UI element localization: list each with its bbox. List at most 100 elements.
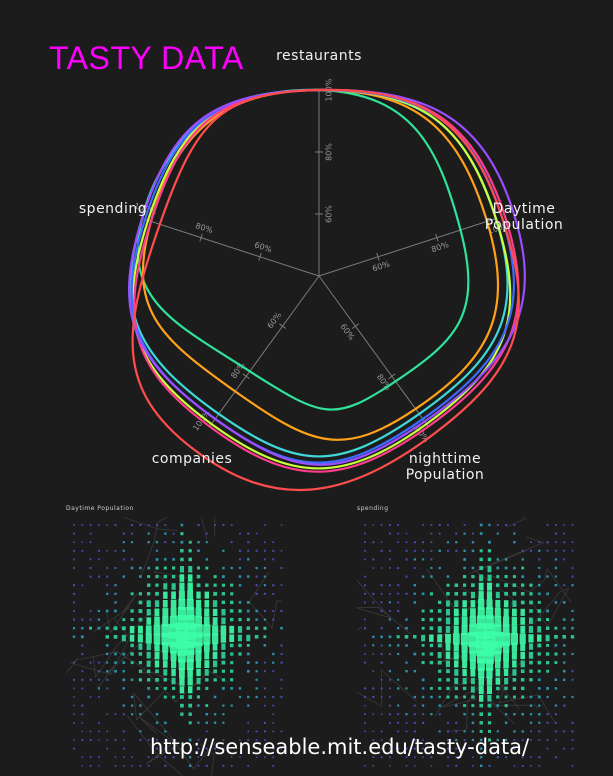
map-cell — [139, 739, 142, 741]
map-cell — [397, 678, 400, 681]
map-cell — [505, 756, 508, 759]
map-cell — [264, 747, 266, 750]
map-cell — [272, 747, 275, 750]
map-cell — [205, 532, 208, 535]
map-cell — [162, 608, 169, 618]
map-cell — [280, 626, 283, 630]
map-cell — [413, 635, 417, 639]
map-cell — [81, 627, 84, 630]
map-cell — [81, 756, 84, 758]
map-cell — [122, 747, 125, 750]
map-cell — [73, 549, 75, 552]
map-cell — [487, 703, 492, 708]
map-cell — [98, 549, 100, 552]
map-cell — [405, 765, 408, 767]
map-cell — [469, 641, 477, 654]
map-cell — [171, 668, 176, 677]
map-cell — [372, 524, 374, 526]
map-cell — [147, 541, 150, 544]
map-cell — [438, 600, 442, 604]
map-cell — [520, 678, 525, 682]
map-cell — [446, 600, 450, 607]
map-cell — [122, 618, 126, 622]
map-cell — [478, 591, 484, 600]
map-cell — [81, 670, 84, 673]
map-cell — [571, 550, 574, 552]
map-cell — [171, 574, 176, 579]
map-cell — [73, 747, 75, 750]
map-cell — [554, 584, 558, 587]
map-cell — [122, 670, 125, 673]
map-title-spending: spending — [357, 505, 389, 512]
map-cell — [496, 532, 499, 535]
map-cell — [471, 532, 474, 535]
map-cell — [380, 524, 383, 526]
map-cell — [122, 687, 125, 690]
map-road — [139, 717, 179, 765]
map-cell — [264, 687, 266, 690]
map-cell — [106, 592, 109, 595]
map-cell — [520, 660, 525, 668]
map-cell — [488, 540, 491, 544]
map-cell — [163, 566, 167, 570]
map-cell — [380, 610, 383, 612]
map-cell — [429, 592, 433, 596]
map-cell — [563, 541, 566, 544]
map-cell — [562, 652, 566, 656]
map-cell — [430, 558, 433, 561]
map-cell — [447, 739, 449, 741]
map-cell — [520, 625, 526, 634]
map-cell — [397, 567, 400, 569]
map-cell — [563, 524, 565, 526]
map-cell — [280, 661, 283, 664]
map-cell — [463, 712, 466, 716]
map-cell — [520, 600, 525, 605]
map-cell — [221, 583, 225, 587]
map-cell — [105, 626, 109, 630]
map-cell — [571, 721, 574, 724]
map-cell — [272, 764, 275, 767]
map-cell — [105, 609, 109, 613]
radar-spoke-4 — [141, 218, 320, 277]
map-cell — [72, 635, 76, 638]
map-cell — [413, 652, 417, 656]
map-cell — [239, 532, 241, 535]
map-cell — [405, 618, 408, 621]
map-cell — [421, 618, 425, 622]
map-cell — [422, 713, 425, 716]
map-cell — [380, 661, 383, 664]
map-cell — [122, 730, 125, 733]
map-cell — [147, 678, 151, 682]
map-cell — [554, 678, 558, 681]
map-cell — [397, 721, 400, 724]
map-cell — [263, 721, 266, 724]
map-cell — [189, 756, 192, 759]
map-cell — [538, 575, 541, 578]
map-cell — [221, 643, 226, 650]
map-cell — [212, 651, 218, 660]
map-cell — [73, 687, 75, 690]
map-cell — [131, 524, 134, 526]
map-cell — [264, 739, 266, 741]
map-cell — [163, 574, 167, 579]
map-cell — [73, 601, 75, 604]
map-cell — [255, 730, 258, 733]
map-cell — [172, 541, 175, 544]
map-cell — [462, 608, 468, 617]
map-cell — [445, 633, 451, 644]
map-cell — [512, 591, 517, 596]
map-cell — [187, 668, 193, 678]
map-cell — [446, 541, 450, 544]
map-cell — [185, 615, 195, 630]
map-cell — [188, 695, 193, 699]
map-road — [248, 572, 282, 629]
map-cell — [430, 687, 433, 690]
map-cell — [212, 625, 219, 635]
map-cell — [388, 532, 391, 535]
map-cell — [513, 566, 516, 570]
map-cell — [520, 642, 526, 651]
map-cell — [222, 549, 225, 552]
map-cell — [461, 651, 468, 661]
map-cell — [247, 549, 250, 552]
map-cell — [477, 659, 485, 671]
